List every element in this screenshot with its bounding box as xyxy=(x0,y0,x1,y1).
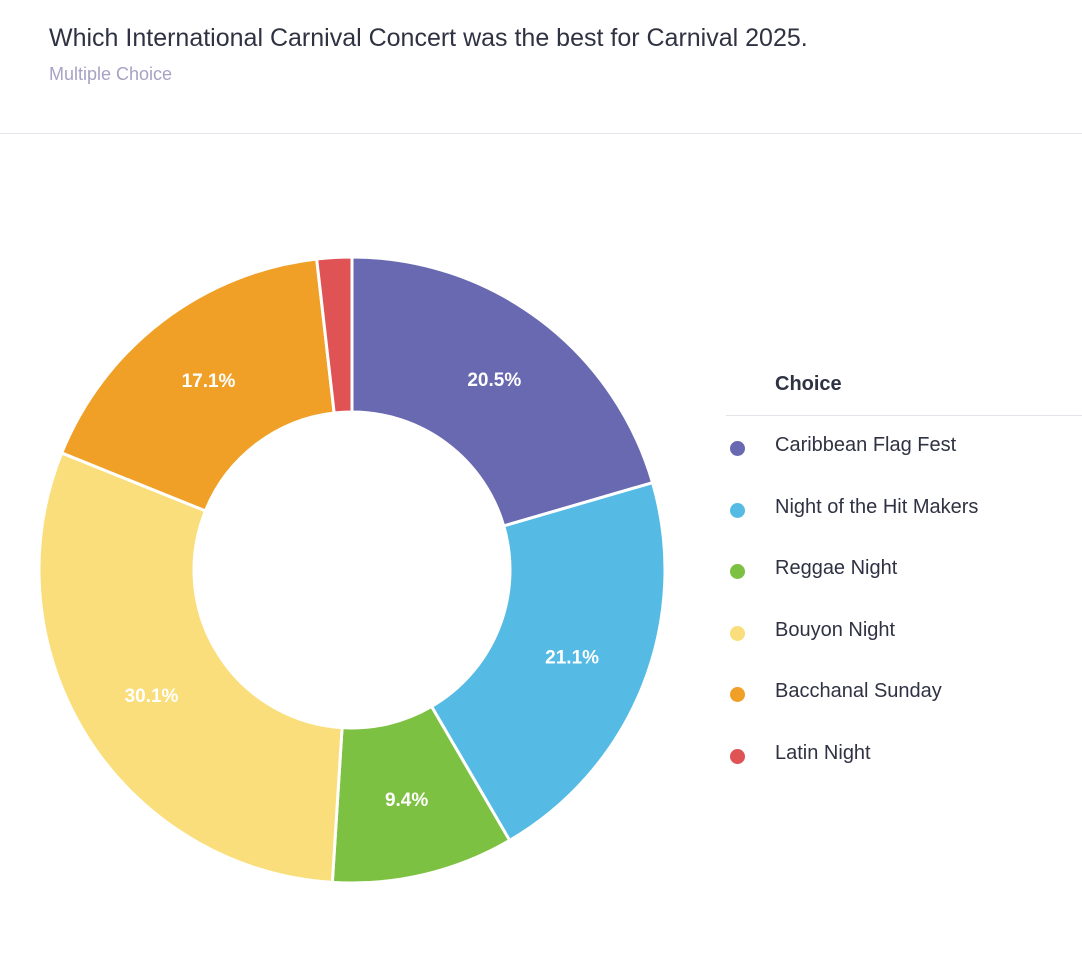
legend-dot-icon xyxy=(730,441,745,456)
legend-label: Reggae Night xyxy=(775,557,898,579)
legend-item-reggae-night[interactable]: Reggae Night xyxy=(726,539,1082,601)
chart-slice-labels: 20.5% 21.1% 9.4% 30.1% 17.1% xyxy=(125,370,600,811)
legend-dot-icon xyxy=(730,625,745,641)
slice-caribbean-flag-fest[interactable] xyxy=(350,255,655,528)
slice-label-reggae-night: 9.4% xyxy=(385,790,428,811)
slice-label-bacchanal-sunday: 17.1% xyxy=(182,371,236,392)
slice-night-of-the-hit-makers[interactable] xyxy=(430,481,667,842)
legend-item-latin-night[interactable]: Latin Night xyxy=(726,724,1082,786)
donut-chart: 20.5% 21.1% 9.4% 30.1% 17.1% xyxy=(37,255,667,885)
legend-item-night-of-the-hit-makers[interactable]: Night of the Hit Makers xyxy=(726,478,1082,540)
chart-legend: Choice Caribbean Flag Fest Night of the H… xyxy=(726,360,1082,785)
slice-label-night-of-the-hit-makers: 21.1% xyxy=(545,647,599,668)
legend-label: Latin Night xyxy=(775,741,871,764)
legend-header-label: Choice xyxy=(775,373,842,395)
legend-label: Bacchanal Sunday xyxy=(775,680,942,702)
legend-label: Night of the Hit Makers xyxy=(775,495,979,518)
slice-label-bouyon-night: 30.1% xyxy=(125,686,179,707)
legend-item-caribbean-flag-fest[interactable]: Caribbean Flag Fest xyxy=(726,416,1082,478)
question-header: Which International Carnival Concert was… xyxy=(0,0,1082,134)
legend-dot-icon xyxy=(730,748,745,764)
slice-bouyon-night[interactable] xyxy=(37,451,344,884)
legend-list: Caribbean Flag Fest Night of the Hit Make… xyxy=(726,416,1082,785)
legend-dot-icon xyxy=(730,687,745,702)
legend-label: Caribbean Flag Fest xyxy=(775,434,957,456)
legend-dot-icon xyxy=(730,502,745,518)
slice-label-caribbean-flag-fest: 20.5% xyxy=(467,370,521,391)
legend-header: Choice xyxy=(726,360,1082,416)
question-title: Which International Carnival Concert was… xyxy=(49,24,808,52)
legend-item-bacchanal-sunday[interactable]: Bacchanal Sunday xyxy=(726,662,1082,724)
legend-dot-icon xyxy=(730,564,745,579)
legend-label: Bouyon Night xyxy=(775,618,896,641)
chart-slices xyxy=(37,255,667,885)
question-type-label: Multiple Choice xyxy=(49,64,173,84)
slice-bacchanal-sunday[interactable] xyxy=(60,257,336,513)
legend-item-bouyon-night[interactable]: Bouyon Night xyxy=(726,601,1082,663)
slice-latin-night[interactable] xyxy=(315,255,354,415)
